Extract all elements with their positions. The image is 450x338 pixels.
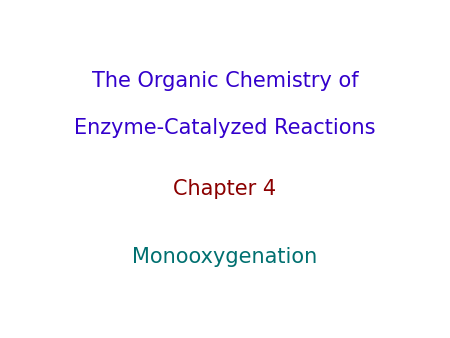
Text: Enzyme-Catalyzed Reactions: Enzyme-Catalyzed Reactions [74, 118, 376, 139]
Text: Monooxygenation: Monooxygenation [132, 247, 318, 267]
Text: Chapter 4: Chapter 4 [173, 179, 277, 199]
Text: The Organic Chemistry of: The Organic Chemistry of [92, 71, 358, 91]
